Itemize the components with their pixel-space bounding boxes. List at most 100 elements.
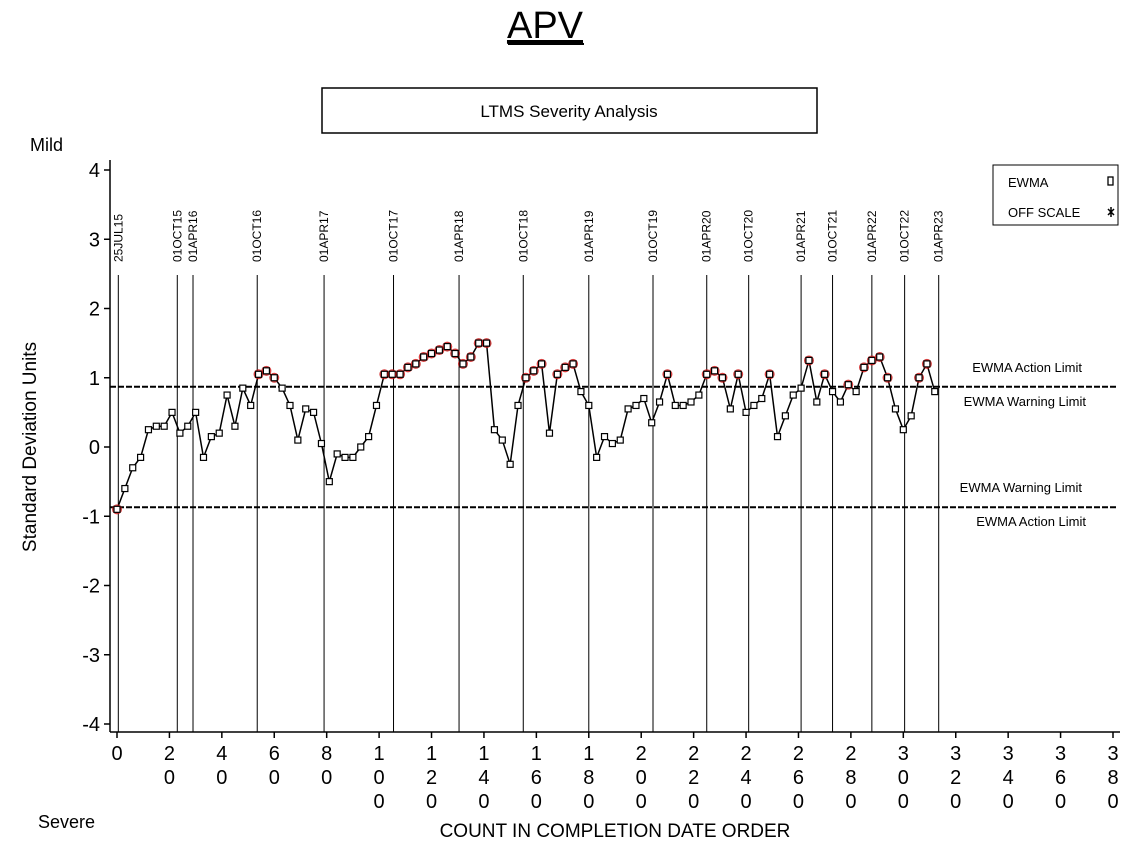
ewma-marker [294,436,302,444]
page-title: APV [507,5,584,47]
date-label: 01APR16 [186,210,200,262]
y-tick-label: -3 [82,645,100,667]
top-label: Mild [30,135,63,155]
ewma-marker [789,391,797,399]
ewma-marker [522,374,530,382]
ewma-marker [278,384,286,392]
ewma-marker [671,401,679,410]
bottom-label: Severe [38,812,95,832]
date-label: 01OCT15 [170,210,184,262]
x-tick-label: 320 [945,743,967,815]
ewma-marker [781,412,789,420]
ewma-marker [577,388,585,396]
ewma-marker [923,360,931,368]
ewma-marker [412,360,420,368]
ewma-marker [703,370,711,378]
legend-label: OFF SCALE [1008,205,1081,220]
x-tick-label: 140 [473,743,495,815]
ewma-marker [876,353,884,361]
ewma-marker [538,360,546,368]
y-tick-label: -4 [82,714,100,736]
ewma-marker [192,408,200,416]
ewma-marker [357,443,365,451]
ewma-marker [498,436,506,444]
ewma-marker [828,388,837,396]
ewma-marker [443,342,451,351]
chart-title: LTMS Severity Analysis [480,102,657,121]
ewma-marker [199,453,208,461]
ewma-marker [836,398,845,406]
x-tick-label: 40 [211,743,233,791]
x-tick-label: 380 [1102,743,1124,815]
ewma-marker [262,367,270,375]
date-label: 01OCT20 [742,210,756,262]
ewma-marker [380,370,388,378]
x-tick-label: 220 [683,743,705,815]
ewma-marker [805,356,813,365]
ewma-marker [868,356,876,365]
ewma-marker [514,401,522,410]
ewma-marker [545,429,554,437]
ewma-marker [797,384,805,392]
ewma-marker [144,426,153,434]
y-tick-label: 2 [89,299,100,321]
x-tick-label: 120 [421,743,443,815]
date-label: 01APR18 [452,210,466,262]
ewma-marker [459,360,467,368]
ewma-marker [640,394,648,403]
ewma-marker [585,401,593,410]
date-label: 01APR20 [700,210,714,262]
date-label: 25JUL15 [111,214,125,262]
ewma-marker [176,429,184,437]
ewma-marker [451,349,459,358]
ewma-marker [223,391,231,399]
limit-label: EWMA Action Limit [976,514,1086,529]
ewma-marker [286,401,294,410]
ewma-marker [624,405,632,413]
ewma-marker [655,398,664,406]
ewma-marker [121,484,129,493]
ewma-marker [215,429,223,437]
limit-label: EWMA Action Limit [972,360,1082,375]
ewma-marker [490,426,499,434]
x-tick-label: 280 [840,743,862,815]
date-label: 01OCT21 [826,210,840,262]
ewma-marker [860,363,868,371]
x-axis-label: COUNT IN COMPLETION DATE ORDER [440,821,791,842]
x-tick-label: 20 [158,743,180,791]
ewma-marker [852,388,860,396]
y-tick-label: 4 [89,160,100,182]
date-label: 01OCT18 [516,210,530,262]
ewma-marker [302,405,310,413]
ewma-marker [687,398,695,406]
ewma-marker [372,401,381,410]
ewma-marker [813,398,821,406]
ewma-marker [239,384,247,392]
ewma-marker [844,381,852,389]
ewma-marker [632,401,640,410]
ewma-marker [341,453,349,461]
date-label: 01APR23 [932,210,946,262]
ewma-marker [899,426,907,434]
y-axis-label: Standard Deviation Units [20,342,41,552]
limit-label: EWMA Warning Limit [964,394,1087,409]
ewma-marker [891,405,900,413]
y-tick-label: -1 [82,506,100,528]
x-tick-label: 80 [316,743,338,791]
ewma-marker [600,433,609,441]
ewma-marker [616,436,624,444]
y-tick-label: 0 [89,437,100,459]
ewma-line [116,342,936,510]
legend-symbol [1107,176,1114,186]
ewma-marker [207,433,215,441]
ewma-marker [907,412,915,420]
ewma-marker [530,367,538,375]
ewma-marker [569,360,577,368]
ewma-marker [349,453,357,461]
x-tick-label: 360 [1050,743,1072,815]
ewma-marker [726,405,734,413]
ewma-marker [136,453,145,461]
limit-label: EWMA Warning Limit [960,480,1083,495]
ewma-marker [309,408,318,416]
